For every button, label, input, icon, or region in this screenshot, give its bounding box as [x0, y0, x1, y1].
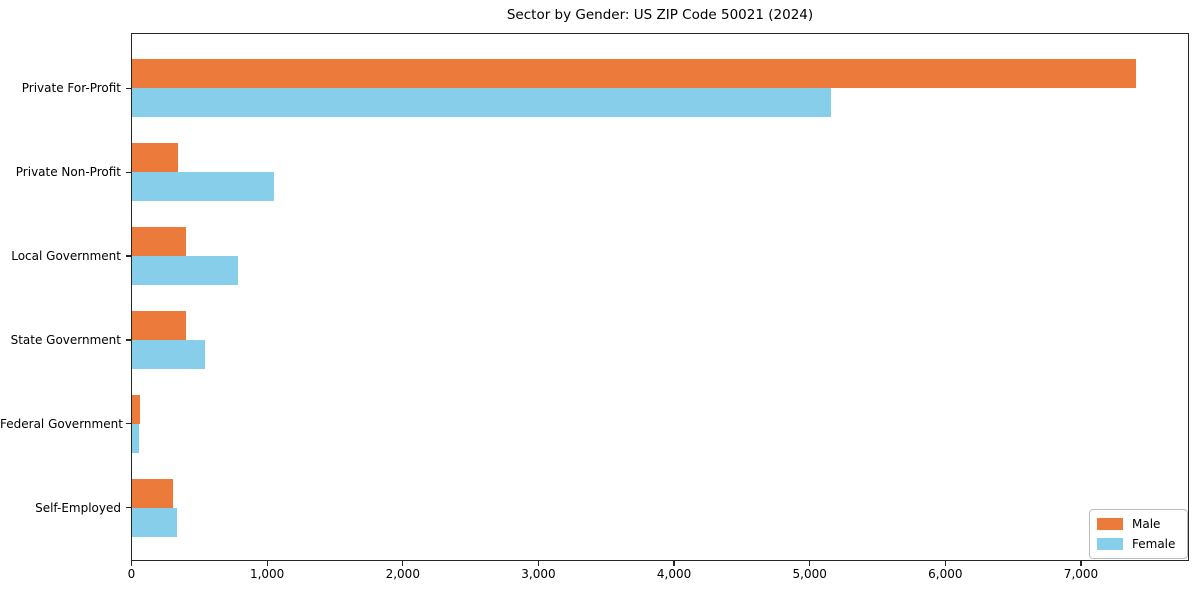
- y-tick-label-local-government: Local Government: [11, 249, 121, 264]
- plot-area: [131, 33, 1189, 561]
- bar-male-private-for-profit: [132, 59, 1136, 89]
- x-tick-label-5-000: 5,000: [792, 567, 827, 581]
- legend-label-female: Female: [1132, 537, 1176, 551]
- x-tick-label-7-000: 7,000: [1063, 567, 1099, 581]
- x-tick-mark: [537, 561, 539, 566]
- bar-male-private-non-profit: [132, 143, 179, 173]
- x-tick-label-6-000: 6,000: [928, 567, 963, 581]
- y-tick-mark: [126, 87, 131, 89]
- y-tick-mark: [126, 507, 131, 509]
- bar-male-self-employed: [132, 478, 174, 508]
- x-tick-mark: [673, 561, 675, 566]
- y-tick-label-state-government: State Government: [10, 332, 121, 347]
- x-tick-mark: [809, 561, 811, 566]
- x-tick-mark: [944, 561, 946, 566]
- chart-title: Sector by Gender: US ZIP Code 50021 (202…: [506, 7, 814, 23]
- bar-female-local-government: [132, 256, 238, 286]
- bar-female-private-for-profit: [132, 88, 831, 118]
- bar-female-federal-government: [132, 423, 140, 453]
- x-tick-label-2-000: 2,000: [385, 567, 420, 581]
- y-tick-label-self-employed: Self-Employed: [35, 500, 121, 515]
- legend-item-female: Female: [1097, 537, 1175, 551]
- y-tick-label-private-for-profit: Private For-Profit: [21, 81, 121, 96]
- bar-female-state-government: [132, 339, 206, 369]
- y-tick-label-federal-government: Federal Government: [0, 416, 123, 431]
- x-tick-mark: [1080, 561, 1082, 566]
- y-tick-mark: [126, 255, 131, 257]
- legend: Male Female: [1089, 509, 1189, 559]
- legend-label-male: Male: [1132, 517, 1161, 531]
- y-tick-mark: [126, 171, 131, 173]
- x-tick-mark: [402, 561, 404, 566]
- x-tick-mark: [266, 561, 268, 566]
- bar-male-federal-government: [132, 394, 141, 424]
- bar-male-local-government: [132, 227, 186, 257]
- bar-female-private-non-profit: [132, 172, 274, 202]
- y-tick-mark: [126, 339, 131, 341]
- legend-item-male: Male: [1097, 517, 1175, 531]
- legend-swatch-female: [1097, 538, 1123, 550]
- bar-female-self-employed: [132, 507, 178, 537]
- x-tick-mark: [130, 561, 133, 566]
- x-tick-label-0: 0: [127, 567, 136, 581]
- x-tick-label-4-000: 4,000: [656, 567, 692, 581]
- bar-male-state-government: [132, 310, 187, 340]
- y-tick-mark: [126, 423, 131, 425]
- legend-swatch-male: [1097, 518, 1123, 530]
- x-tick-label-3-000: 3,000: [521, 567, 556, 581]
- y-tick-label-private-non-profit: Private Non-Profit: [15, 165, 121, 180]
- x-tick-label-1-000: 1,000: [249, 567, 285, 581]
